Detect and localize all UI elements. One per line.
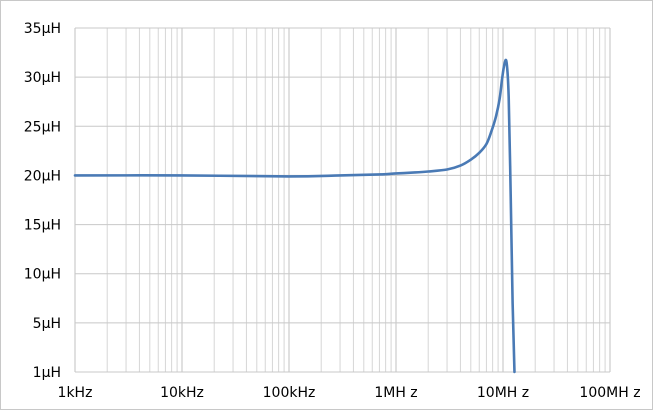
y-tick-label: 25µH bbox=[24, 119, 61, 135]
y-axis-tick-labels: 1µH 5µH 10µH 15µH 20µH 25µH 30µH 35µH bbox=[24, 21, 61, 381]
series-layer bbox=[73, 58, 516, 374]
y-tick-label: 35µH bbox=[24, 21, 61, 37]
y-tick-label: 15µH bbox=[24, 218, 61, 234]
y-tick-label: 10µH bbox=[24, 267, 61, 283]
y-tick-label: 20µH bbox=[24, 168, 61, 184]
x-axis-tick-labels: 1kHz 10kHz 100kHz 1MH z 10MH z 100MH z bbox=[58, 385, 641, 401]
x-tick-label: 1MH z bbox=[374, 385, 417, 401]
y-tick-label: 5µH bbox=[33, 316, 61, 332]
x-tick-label: 100MH z bbox=[579, 385, 640, 401]
inductance-series-line bbox=[73, 58, 516, 374]
x-tick-label: 10MH z bbox=[477, 385, 529, 401]
x-tick-label: 10kHz bbox=[160, 385, 204, 401]
y-tick-label: 30µH bbox=[24, 70, 61, 86]
x-tick-label: 1kHz bbox=[58, 385, 93, 401]
x-tick-label: 100kHz bbox=[263, 385, 316, 401]
y-tick-label: 1µH bbox=[33, 365, 61, 381]
